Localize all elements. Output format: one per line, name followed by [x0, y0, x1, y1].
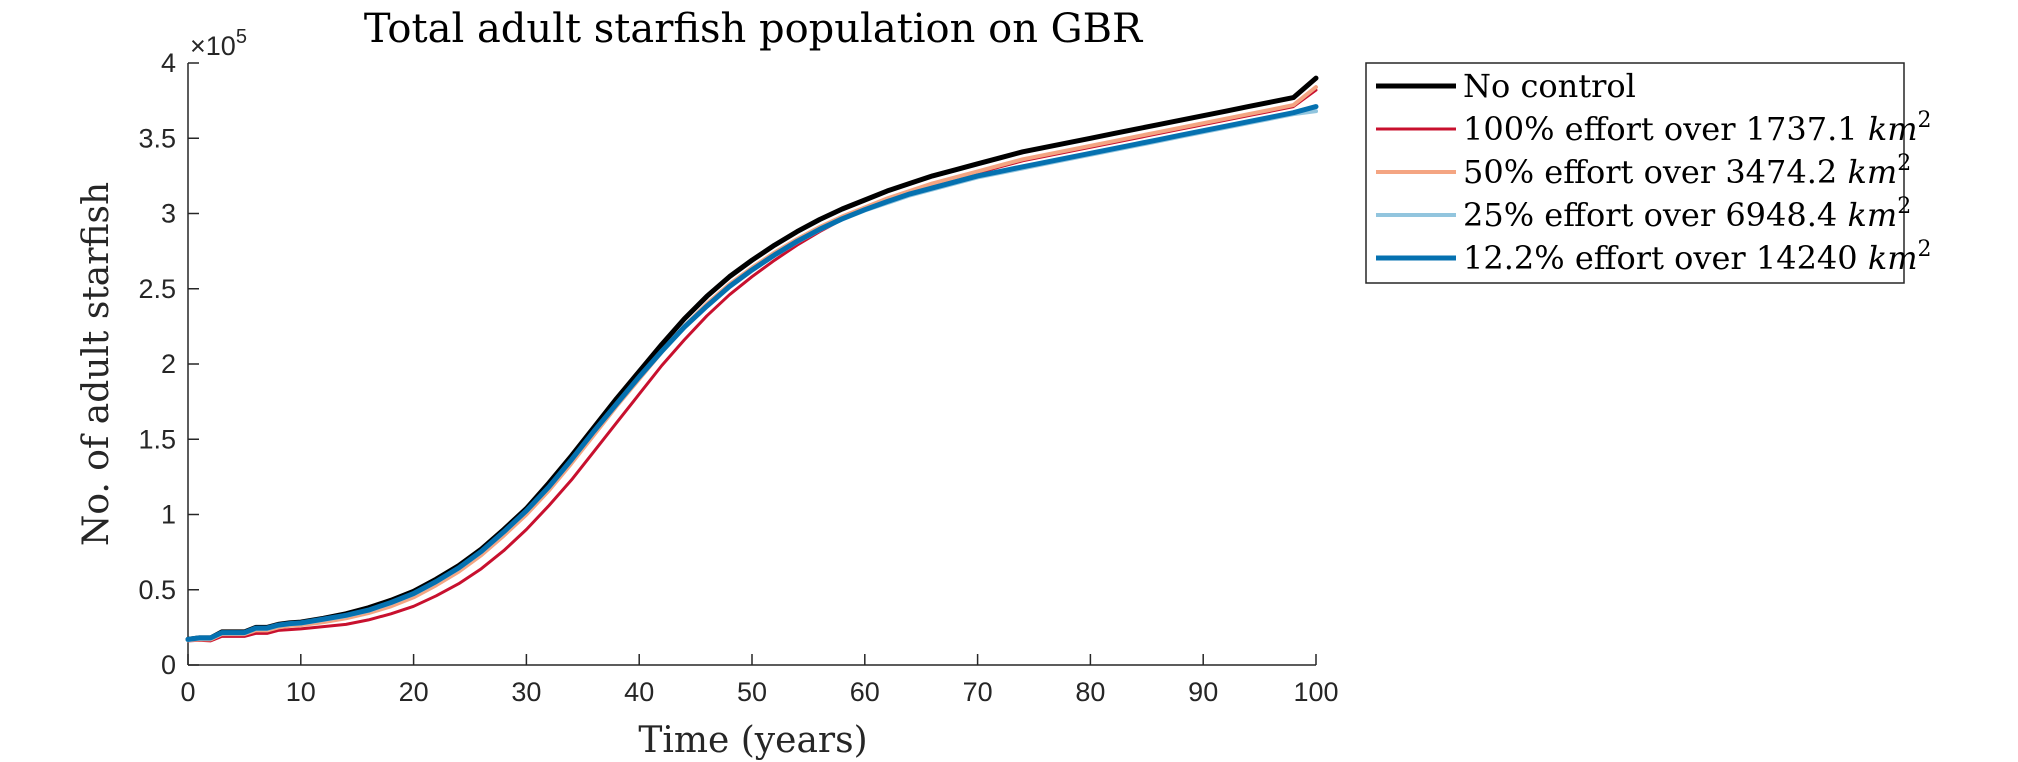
y-tick-label: 3 [161, 199, 176, 229]
series-line-3 [186, 85, 1318, 643]
legend-entry-2: 100% effort over 1737.1 km2 [1463, 108, 1932, 148]
y-tick-label: 3.5 [138, 123, 176, 153]
x-tick-label: 40 [624, 677, 654, 707]
y-exponent-label: ×105 [190, 26, 247, 61]
chart-title: Total adult starfish population on GBR [364, 6, 1144, 52]
plot-lines [185, 75, 1319, 643]
y-tick-label: 0 [161, 650, 176, 680]
series-line-4 [186, 109, 1318, 643]
y-tick-label: 0.5 [138, 575, 176, 605]
x-tick-label: 90 [1188, 677, 1218, 707]
x-tick-label: 20 [399, 677, 429, 707]
legend-entry-5: 12.2% effort over 14240 km2 [1463, 237, 1932, 277]
x-axis-label: Time (years) [638, 720, 867, 761]
series-line-2 [186, 88, 1318, 643]
y-tick-label: 1 [161, 500, 176, 530]
y-tick-label: 4 [161, 48, 176, 78]
x-ticks: 0 10 20 30 40 50 60 70 80 90 100 [180, 654, 1339, 707]
axes [187, 63, 1316, 666]
y-tick-label: 1.5 [138, 424, 176, 454]
x-tick-label: 100 [1293, 677, 1338, 707]
x-tick-label: 30 [511, 677, 541, 707]
x-tick-label: 50 [737, 677, 767, 707]
x-tick-label: 60 [850, 677, 880, 707]
x-tick-label: 80 [1075, 677, 1105, 707]
y-tick-label: 2 [161, 349, 176, 379]
legend-entry-4: 25% effort over 6948.4 km2 [1463, 194, 1911, 234]
legend-entry-3: 50% effort over 3474.2 km2 [1463, 151, 1911, 191]
x-tick-label: 10 [286, 677, 316, 707]
legend-entry-1: No control [1463, 67, 1636, 105]
series-line-5 [185, 104, 1319, 642]
y-axis-label: No. of adult starfish [76, 182, 117, 546]
y-tick-label: 2.5 [138, 274, 176, 304]
y-ticks: 0 0.5 1 1.5 2 2.5 3 3.5 4 [138, 48, 199, 680]
series-line-1 [185, 75, 1319, 642]
x-tick-label: 70 [963, 677, 993, 707]
x-tick-label: 0 [180, 677, 195, 707]
